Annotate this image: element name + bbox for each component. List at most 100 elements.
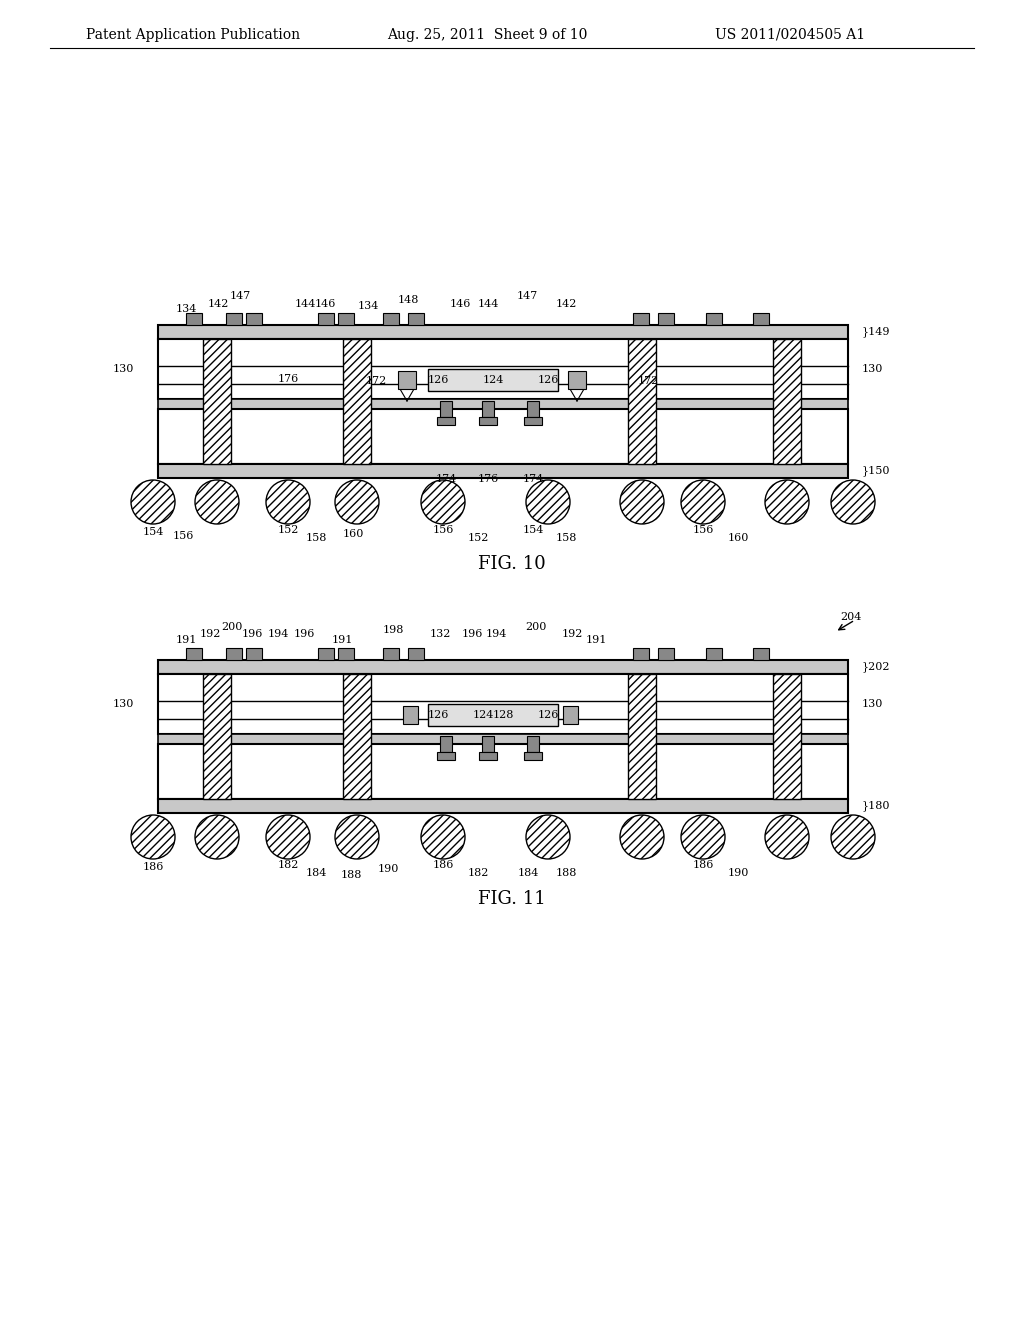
- Text: Aug. 25, 2011  Sheet 9 of 10: Aug. 25, 2011 Sheet 9 of 10: [387, 28, 587, 42]
- Bar: [437, 417, 455, 425]
- Bar: [428, 370, 558, 391]
- Text: 176: 176: [477, 474, 499, 484]
- Text: 134: 134: [175, 304, 197, 314]
- Bar: [706, 648, 722, 660]
- Circle shape: [335, 480, 379, 524]
- Bar: [563, 706, 578, 723]
- Bar: [246, 313, 262, 325]
- Circle shape: [681, 814, 725, 859]
- Bar: [440, 401, 452, 417]
- Bar: [568, 371, 586, 389]
- Text: 176: 176: [278, 374, 299, 384]
- Text: 200: 200: [525, 622, 547, 632]
- Bar: [338, 313, 354, 325]
- Text: 191: 191: [175, 635, 197, 645]
- Bar: [158, 660, 848, 675]
- Text: 196: 196: [242, 630, 263, 639]
- Text: }202: }202: [862, 661, 891, 672]
- Text: 132: 132: [429, 630, 451, 639]
- Text: 126: 126: [427, 710, 449, 719]
- Text: 147: 147: [516, 290, 538, 301]
- Circle shape: [131, 814, 175, 859]
- Text: 130: 130: [862, 700, 884, 709]
- Text: 172: 172: [637, 376, 658, 385]
- Bar: [246, 648, 262, 660]
- Bar: [318, 313, 334, 325]
- Text: 190: 190: [377, 865, 398, 874]
- Bar: [158, 339, 848, 399]
- Text: 124: 124: [482, 375, 504, 385]
- Text: 154: 154: [142, 527, 164, 537]
- Bar: [158, 399, 848, 409]
- Text: 198: 198: [382, 624, 403, 635]
- Bar: [753, 313, 769, 325]
- Bar: [158, 744, 848, 799]
- Text: 142: 142: [207, 300, 228, 309]
- Text: 130: 130: [862, 364, 884, 374]
- Text: 196: 196: [293, 630, 314, 639]
- Text: 191: 191: [332, 635, 352, 645]
- Bar: [226, 648, 242, 660]
- Circle shape: [131, 480, 175, 524]
- Text: 186: 186: [692, 861, 714, 870]
- Circle shape: [526, 814, 570, 859]
- Bar: [658, 648, 674, 660]
- Text: 147: 147: [229, 290, 251, 301]
- Text: 160: 160: [727, 533, 749, 543]
- Text: 184: 184: [305, 869, 327, 878]
- Circle shape: [831, 814, 874, 859]
- Text: 186: 186: [432, 861, 454, 870]
- Text: 152: 152: [278, 525, 299, 535]
- Bar: [158, 734, 848, 744]
- Text: 174: 174: [435, 474, 457, 484]
- Bar: [633, 648, 649, 660]
- Text: 188: 188: [340, 870, 361, 880]
- Text: 160: 160: [342, 529, 364, 539]
- Bar: [398, 371, 416, 389]
- Text: }149: }149: [862, 326, 891, 338]
- Circle shape: [195, 480, 239, 524]
- Bar: [403, 706, 418, 723]
- Text: 156: 156: [172, 531, 194, 541]
- Text: 174: 174: [522, 474, 544, 484]
- Bar: [408, 648, 424, 660]
- Text: 182: 182: [467, 869, 488, 878]
- Text: 188: 188: [555, 869, 577, 878]
- Bar: [158, 465, 848, 478]
- Bar: [773, 675, 801, 799]
- Bar: [383, 313, 399, 325]
- Circle shape: [620, 480, 664, 524]
- Circle shape: [526, 480, 570, 524]
- Bar: [524, 752, 542, 760]
- Text: 148: 148: [397, 294, 419, 305]
- Bar: [226, 313, 242, 325]
- Bar: [658, 313, 674, 325]
- Text: 182: 182: [278, 861, 299, 870]
- Bar: [437, 752, 455, 760]
- Text: 158: 158: [305, 533, 327, 543]
- Circle shape: [335, 814, 379, 859]
- Bar: [203, 675, 231, 799]
- Bar: [479, 417, 497, 425]
- Circle shape: [421, 814, 465, 859]
- Bar: [343, 339, 371, 465]
- Bar: [158, 675, 848, 734]
- Circle shape: [195, 814, 239, 859]
- Bar: [527, 401, 539, 417]
- Text: 130: 130: [113, 700, 134, 709]
- Text: 190: 190: [727, 869, 749, 878]
- Circle shape: [681, 480, 725, 524]
- Text: 126: 126: [427, 375, 449, 385]
- Text: 194: 194: [485, 630, 507, 639]
- Circle shape: [266, 814, 310, 859]
- Text: 144: 144: [294, 300, 315, 309]
- Text: 172: 172: [366, 376, 387, 385]
- Text: 124: 124: [472, 710, 494, 719]
- Text: 192: 192: [561, 630, 583, 639]
- Text: 204: 204: [840, 612, 861, 622]
- Text: 134: 134: [357, 301, 379, 312]
- Bar: [628, 339, 656, 465]
- Text: 184: 184: [517, 869, 539, 878]
- Text: 156: 156: [432, 525, 454, 535]
- Bar: [527, 737, 539, 752]
